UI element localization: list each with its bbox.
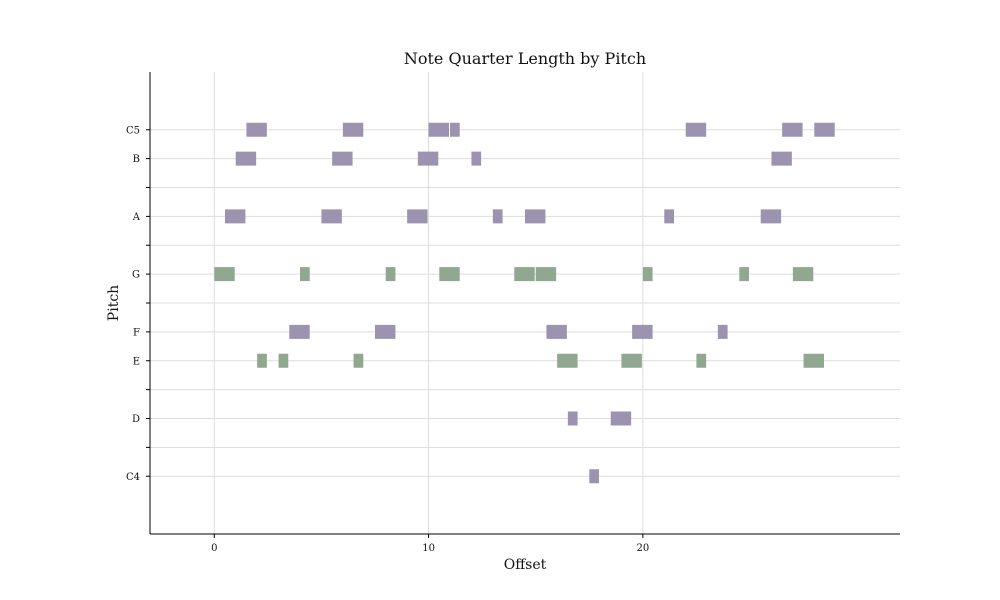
x-axis-label: Offset — [504, 557, 547, 573]
note-bar — [428, 122, 449, 137]
note-bar — [450, 122, 460, 137]
note-bar — [375, 324, 396, 339]
note-bar — [557, 353, 578, 368]
note-bar — [235, 151, 257, 166]
note-bar — [353, 353, 364, 368]
y-tick-label: D — [132, 414, 140, 425]
note-bar — [589, 469, 599, 484]
y-axis-label: Pitch — [106, 285, 122, 321]
note-bar — [664, 209, 674, 224]
note-bar — [567, 411, 578, 426]
note-bar — [492, 209, 503, 224]
note-bar — [278, 353, 289, 368]
note-bar — [803, 353, 824, 368]
note-bar — [214, 267, 235, 282]
note-bar — [610, 411, 632, 426]
x-tick-label: 10 — [422, 543, 435, 554]
note-bar — [417, 151, 439, 166]
note-bar — [246, 122, 267, 137]
note-bar — [696, 353, 707, 368]
note-bar — [717, 324, 728, 339]
note-bar — [739, 267, 749, 282]
note-bar — [760, 209, 782, 224]
note-bar — [225, 209, 246, 224]
chart-title: Note Quarter Length by Pitch — [404, 49, 646, 68]
y-tick-label: C5 — [126, 125, 140, 136]
y-tick-label: C4 — [126, 472, 140, 483]
note-bar — [342, 122, 364, 137]
note-bars — [214, 122, 835, 484]
note-bar — [407, 209, 428, 224]
grid-lines — [150, 72, 900, 534]
tick-marks: C4 D E F G A B C5 0 10 20 — [126, 125, 649, 554]
note-bar — [685, 122, 707, 137]
note-bar — [771, 151, 792, 166]
note-bar — [289, 324, 310, 339]
note-bar — [332, 151, 353, 166]
note-bar — [535, 267, 557, 282]
note-bar — [632, 324, 653, 339]
note-bar — [514, 267, 535, 282]
y-tick-label: F — [133, 327, 140, 338]
y-tick-label: A — [132, 212, 141, 223]
note-bar — [321, 209, 342, 224]
note-bar — [385, 267, 396, 282]
note-bar — [621, 353, 642, 368]
note-bar — [792, 267, 814, 282]
note-bar — [471, 151, 482, 166]
y-tick-label: E — [133, 356, 140, 367]
note-bar — [546, 324, 567, 339]
note-bar — [642, 267, 653, 282]
note-bar — [782, 122, 803, 137]
y-tick-label: B — [133, 154, 140, 165]
x-tick-label: 0 — [211, 543, 217, 554]
note-bar — [257, 353, 267, 368]
note-bar — [439, 267, 460, 282]
x-tick-label: 20 — [636, 543, 649, 554]
note-bar — [300, 267, 310, 282]
note-bar — [814, 122, 835, 137]
note-bar — [525, 209, 546, 224]
y-tick-label: G — [132, 270, 140, 281]
